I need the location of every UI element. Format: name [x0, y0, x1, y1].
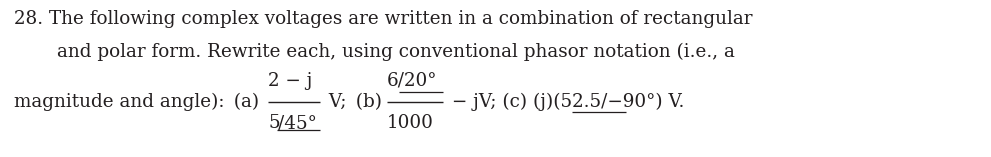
Text: 6/20°: 6/20°	[387, 72, 437, 90]
Text: 28. The following complex voltages are written in a combination of rectangular: 28. The following complex voltages are w…	[14, 10, 752, 28]
Text: V; (b): V; (b)	[323, 93, 382, 111]
Text: 1000: 1000	[387, 114, 434, 132]
Text: 2 − j: 2 − j	[268, 72, 312, 90]
Text: magnitude and angle): (a): magnitude and angle): (a)	[14, 93, 259, 111]
Text: 5: 5	[268, 114, 279, 132]
Text: /45°: /45°	[278, 114, 317, 132]
Text: and polar form. Rewrite each, using conventional phasor notation (i.e., a: and polar form. Rewrite each, using conv…	[57, 43, 735, 61]
Text: − jV; (c) (j)(52.5/−90°) V.: − jV; (c) (j)(52.5/−90°) V.	[446, 93, 685, 111]
